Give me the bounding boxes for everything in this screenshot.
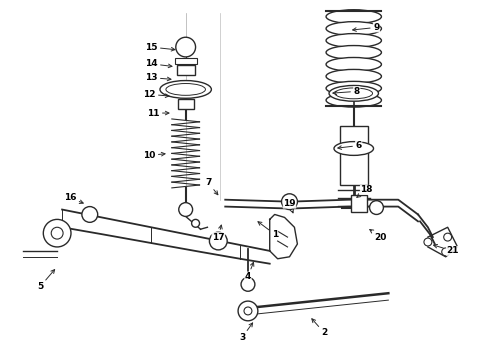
- Ellipse shape: [160, 81, 211, 98]
- Circle shape: [209, 232, 227, 250]
- Text: 7: 7: [205, 179, 218, 195]
- Ellipse shape: [326, 58, 381, 71]
- Circle shape: [179, 203, 193, 216]
- Text: 5: 5: [37, 270, 55, 291]
- Text: 9: 9: [353, 23, 380, 32]
- FancyBboxPatch shape: [175, 58, 196, 64]
- Text: 11: 11: [147, 109, 169, 118]
- Text: 17: 17: [212, 225, 224, 242]
- Text: 16: 16: [64, 193, 83, 203]
- FancyBboxPatch shape: [340, 126, 368, 185]
- Circle shape: [192, 219, 199, 227]
- Text: 18: 18: [357, 185, 373, 197]
- Text: 15: 15: [145, 42, 175, 51]
- Circle shape: [369, 201, 383, 215]
- Text: 1: 1: [258, 222, 278, 239]
- Text: 2: 2: [312, 319, 327, 337]
- Circle shape: [238, 301, 258, 321]
- Text: 13: 13: [145, 73, 171, 82]
- Ellipse shape: [326, 69, 381, 83]
- Text: 12: 12: [143, 90, 169, 99]
- Circle shape: [424, 238, 432, 246]
- Text: 4: 4: [245, 262, 254, 281]
- Circle shape: [176, 37, 196, 57]
- Ellipse shape: [326, 22, 381, 35]
- FancyBboxPatch shape: [351, 195, 367, 212]
- Circle shape: [82, 207, 98, 222]
- Circle shape: [241, 278, 255, 291]
- Circle shape: [442, 248, 450, 256]
- Circle shape: [43, 219, 71, 247]
- Ellipse shape: [334, 141, 373, 156]
- Text: 21: 21: [434, 244, 459, 255]
- Text: 8: 8: [333, 87, 360, 96]
- Text: 19: 19: [283, 199, 296, 213]
- FancyBboxPatch shape: [178, 99, 194, 109]
- Ellipse shape: [326, 81, 381, 95]
- Text: 14: 14: [145, 59, 172, 68]
- Ellipse shape: [329, 85, 378, 101]
- Text: 6: 6: [338, 141, 362, 150]
- Text: 10: 10: [143, 151, 165, 160]
- FancyBboxPatch shape: [177, 65, 195, 75]
- Ellipse shape: [326, 10, 381, 23]
- Ellipse shape: [326, 33, 381, 48]
- Ellipse shape: [326, 93, 381, 107]
- Ellipse shape: [326, 46, 381, 59]
- Circle shape: [282, 194, 297, 210]
- Circle shape: [444, 233, 452, 241]
- Text: 3: 3: [239, 323, 253, 342]
- Text: 20: 20: [370, 229, 387, 242]
